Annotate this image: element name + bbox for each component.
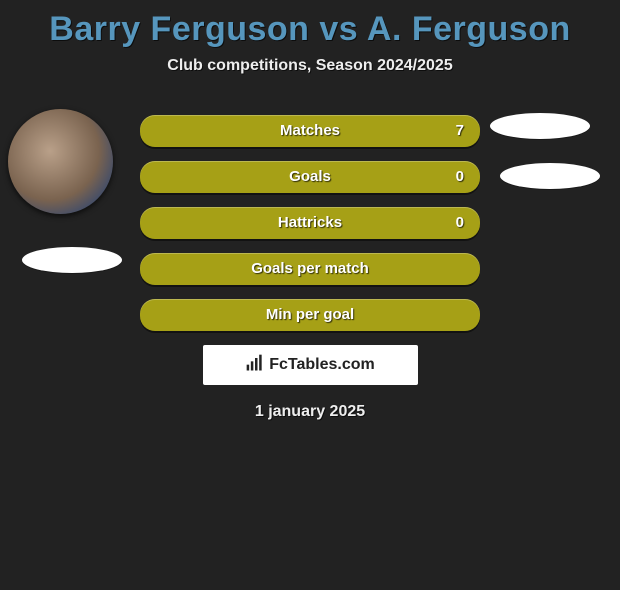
- player-avatar-left: [8, 109, 113, 214]
- decor-ellipse-left: [22, 247, 122, 273]
- compare-panel: Matches 7 Goals 0 Hattricks 0 Goals per …: [0, 115, 620, 421]
- brand-badge[interactable]: FcTables.com: [203, 345, 418, 385]
- bar-value: 0: [456, 161, 464, 193]
- bar-chart-icon: [245, 353, 265, 378]
- bar-goals: Goals 0: [140, 161, 480, 193]
- bar-matches: Matches 7: [140, 115, 480, 147]
- page-title: Barry Ferguson vs A. Ferguson: [0, 10, 620, 49]
- bar-label: Goals per match: [251, 253, 369, 285]
- bar-label: Min per goal: [266, 299, 354, 331]
- bar-label: Goals: [289, 161, 331, 193]
- decor-ellipse-right-2: [500, 163, 600, 189]
- bar-min-per-goal: Min per goal: [140, 299, 480, 331]
- bar-label: Hattricks: [278, 207, 342, 239]
- decor-ellipse-right-1: [490, 113, 590, 139]
- bar-goals-per-match: Goals per match: [140, 253, 480, 285]
- date: 1 january 2025: [10, 403, 610, 421]
- bar-value: 7: [456, 115, 464, 147]
- bar-value: 0: [456, 207, 464, 239]
- page-subtitle: Club competitions, Season 2024/2025: [0, 57, 620, 75]
- bar-label: Matches: [280, 115, 340, 147]
- stat-bars: Matches 7 Goals 0 Hattricks 0 Goals per …: [140, 115, 480, 331]
- brand-text: FcTables.com: [269, 356, 375, 374]
- bar-hattricks: Hattricks 0: [140, 207, 480, 239]
